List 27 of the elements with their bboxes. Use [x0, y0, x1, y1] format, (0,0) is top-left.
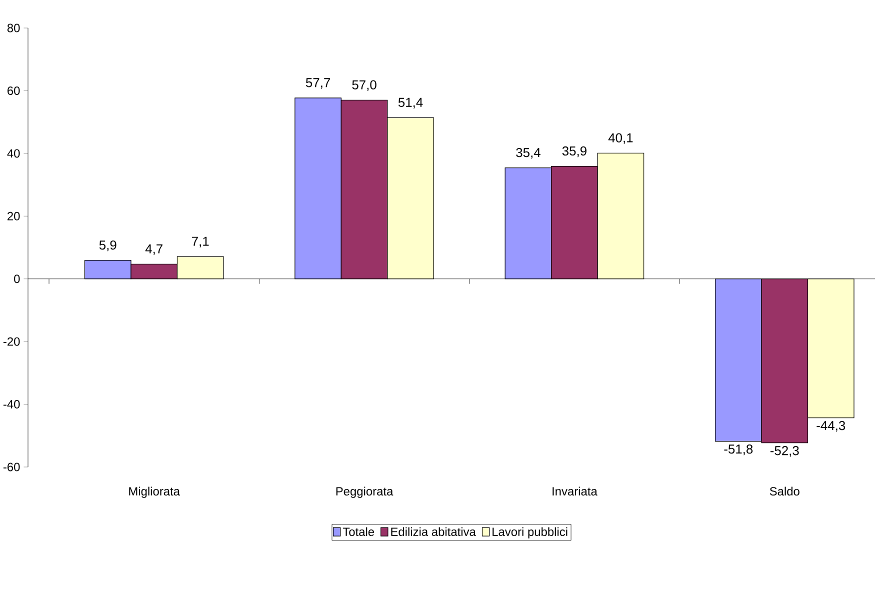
data-label: 35,9 [562, 146, 586, 158]
data-label: -52,3 [770, 446, 799, 457]
data-label: -51,8 [724, 444, 753, 456]
data-label: 7,1 [192, 236, 209, 248]
x-tick-label: Invariata [552, 486, 598, 496]
x-tick-label: Migliorata [129, 486, 180, 498]
legend-label: Edilizia abitativa [391, 527, 476, 536]
y-tick-label: -60 [3, 462, 20, 472]
y-tick-label: 20 [8, 212, 20, 220]
data-label: 40,1 [608, 133, 633, 144]
data-label: 35,4 [516, 148, 540, 159]
y-tick-label: -40 [3, 400, 20, 409]
legend-label: Totale [342, 527, 374, 536]
data-label: -44,3 [816, 420, 846, 432]
y-tick-label: -20 [3, 337, 20, 346]
legend-label: Lavori pubblici [492, 527, 568, 538]
data-label: 57,7 [306, 78, 330, 89]
y-tick-label: 0 [14, 274, 20, 284]
data-label: 51,4 [398, 98, 423, 108]
y-tick-label: 40 [7, 149, 20, 158]
y-tick-label: 60 [8, 86, 20, 95]
data-label: 57,0 [352, 80, 376, 91]
data-label: 5,9 [99, 240, 116, 252]
data-label: 4,7 [145, 244, 162, 255]
x-tick-label: Saldo [770, 486, 800, 496]
x-tick-label: Peggiorata [336, 486, 394, 498]
y-tick-label: 80 [7, 24, 20, 32]
